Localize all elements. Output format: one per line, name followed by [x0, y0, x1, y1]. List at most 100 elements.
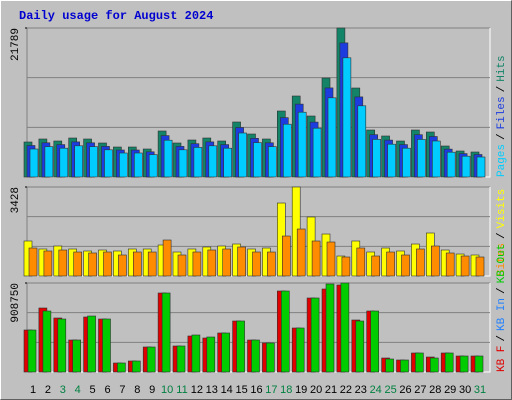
- bar: [460, 255, 470, 277]
- bar: [461, 155, 471, 178]
- bar: [459, 355, 469, 373]
- x-tick-label: 18: [280, 384, 292, 396]
- legend: KB F / KB In / KB Out: [496, 244, 508, 372]
- bar: [29, 148, 39, 178]
- bar: [119, 152, 128, 178]
- bar: [416, 248, 425, 277]
- legend-entry: Hits: [496, 55, 508, 81]
- legend-entry: Pages: [496, 144, 508, 177]
- legend-entry: KB Out: [496, 244, 508, 284]
- bar: [178, 149, 188, 178]
- bar: [207, 249, 217, 277]
- legend-entry: KB F: [496, 346, 508, 372]
- x-tick-label: 1: [30, 384, 36, 396]
- legend: Sites / Visits: [496, 189, 508, 276]
- bar: [73, 251, 82, 277]
- bar: [222, 248, 231, 277]
- x-tick-label: 16: [250, 384, 262, 396]
- bar: [310, 297, 320, 373]
- legend-separator: /: [496, 335, 508, 342]
- bar: [280, 290, 290, 373]
- bar: [355, 320, 365, 373]
- bar: [133, 251, 142, 277]
- bar: [340, 282, 350, 373]
- bar: [206, 336, 216, 373]
- x-tick-label: 13: [206, 384, 218, 396]
- x-tick-label: 29: [444, 384, 456, 396]
- x-tick-label: 27: [414, 384, 426, 396]
- bar: [191, 334, 201, 373]
- bar: [341, 256, 351, 277]
- bar: [297, 111, 307, 178]
- x-tick-label: 11: [176, 384, 187, 396]
- bar: [88, 252, 97, 277]
- bar: [251, 339, 260, 373]
- bar: [402, 147, 411, 178]
- bar: [371, 255, 381, 277]
- x-tick-label: 10: [161, 384, 173, 396]
- bar: [104, 149, 113, 178]
- x-tick-label: 26: [399, 384, 411, 396]
- y-tick-label: 908750: [10, 283, 22, 323]
- bar: [446, 151, 456, 178]
- x-tick-label: 15: [235, 384, 247, 396]
- bar: [417, 139, 426, 178]
- bar: [58, 249, 68, 277]
- bar: [163, 139, 173, 178]
- x-tick-label: 7: [119, 384, 125, 396]
- x-tick-label: 31: [474, 384, 486, 396]
- bar: [475, 256, 485, 277]
- bar: [326, 241, 336, 277]
- bar: [400, 359, 409, 373]
- bar: [445, 252, 455, 277]
- bar: [474, 355, 484, 373]
- x-tick-label: 6: [104, 384, 110, 396]
- bar: [431, 140, 441, 178]
- x-tick-label: 5: [90, 384, 96, 396]
- bar: [387, 143, 396, 178]
- bar: [295, 327, 305, 373]
- bar: [312, 127, 322, 178]
- x-tick-label: 25: [384, 384, 396, 396]
- legend-entry: Files: [496, 96, 508, 129]
- bar: [42, 310, 52, 373]
- bar: [118, 254, 127, 277]
- bar: [223, 147, 232, 178]
- bar: [386, 251, 395, 277]
- x-tick-label: 21: [325, 384, 337, 396]
- x-tick-label: 28: [429, 384, 441, 396]
- bar: [89, 146, 98, 178]
- bar: [281, 235, 291, 277]
- x-tick-label: 30: [459, 384, 471, 396]
- bar: [208, 145, 218, 178]
- legend-separator: /: [496, 86, 508, 93]
- bar: [267, 251, 276, 277]
- x-tick-label: 19: [295, 384, 307, 396]
- x-tick-label: 8: [134, 384, 140, 396]
- x-tick-label: 22: [340, 384, 352, 396]
- bar: [476, 156, 486, 178]
- legend-separator: /: [496, 133, 508, 140]
- bar: [252, 251, 261, 277]
- x-tick-label: 20: [310, 384, 322, 396]
- bar: [147, 251, 157, 277]
- bar: [238, 132, 247, 178]
- bar: [134, 152, 143, 178]
- x-tick-label: 24: [370, 384, 382, 396]
- bar: [57, 318, 67, 373]
- bar: [429, 357, 439, 373]
- bar: [296, 228, 306, 277]
- bar: [385, 358, 394, 373]
- bar: [176, 345, 186, 373]
- bar: [117, 362, 126, 373]
- bar: [356, 247, 366, 277]
- bar: [266, 342, 275, 373]
- legend-entry: KB In: [496, 298, 508, 331]
- bar: [236, 320, 245, 373]
- x-tick-label: 9: [149, 384, 155, 396]
- y-tick-label: 3428: [10, 187, 22, 213]
- bar: [146, 346, 156, 373]
- bar: [415, 352, 424, 373]
